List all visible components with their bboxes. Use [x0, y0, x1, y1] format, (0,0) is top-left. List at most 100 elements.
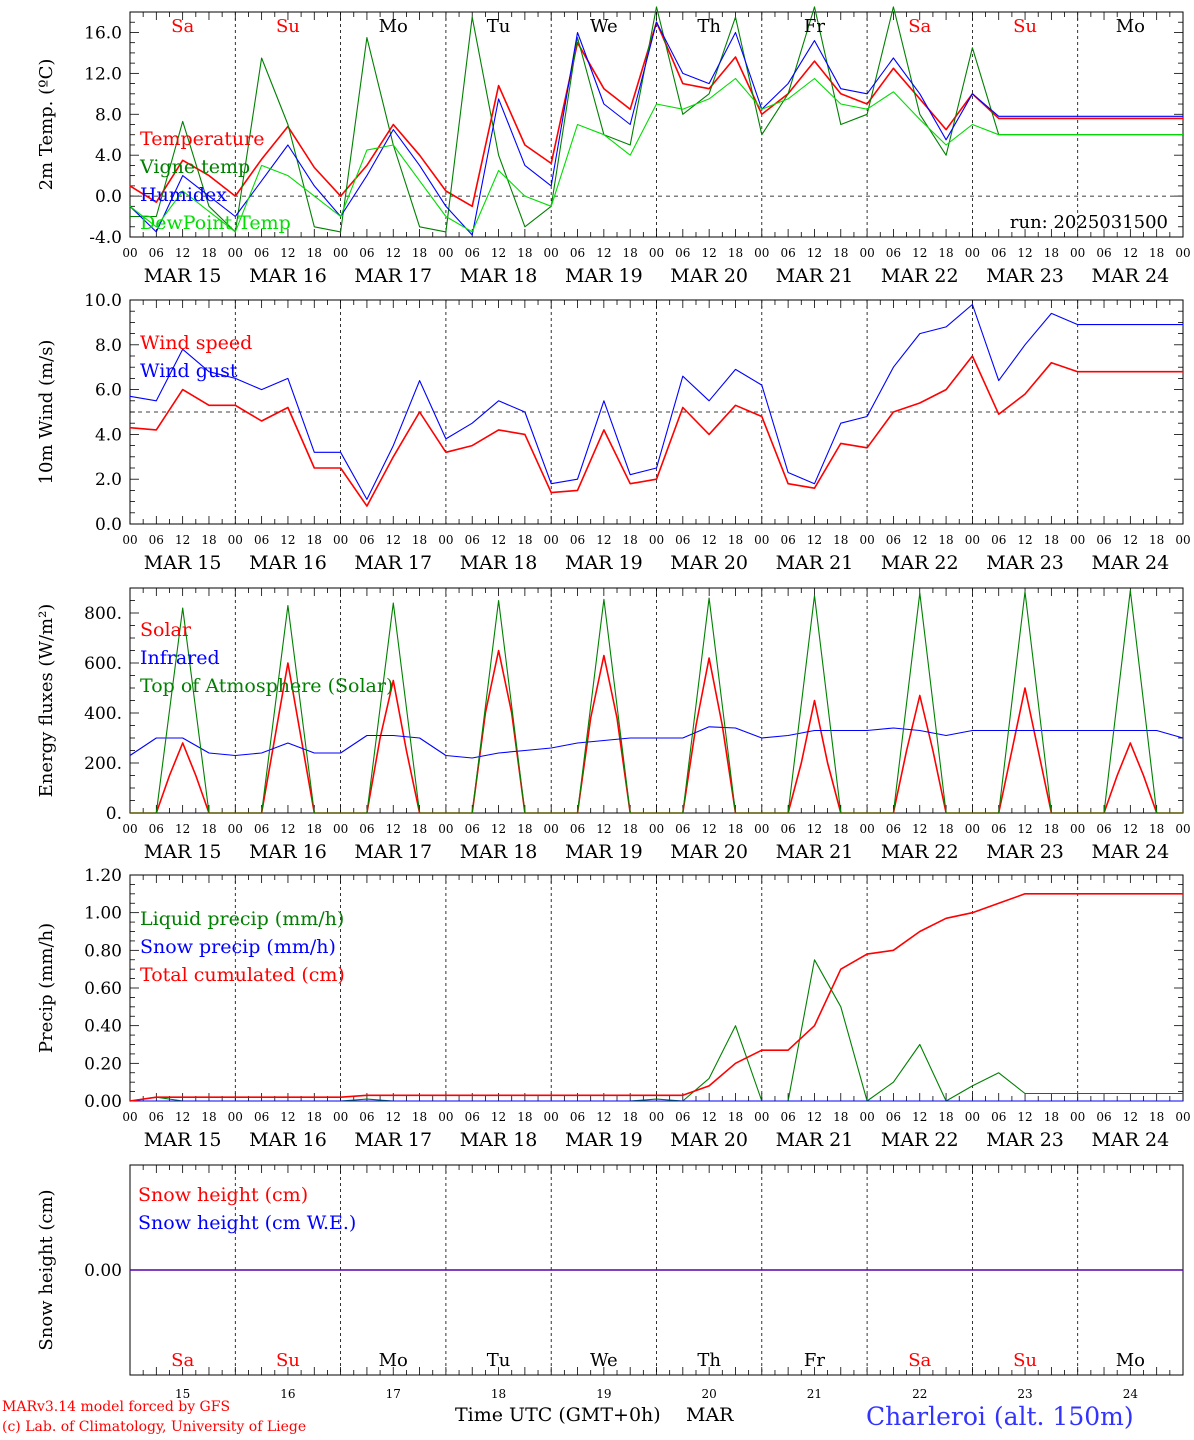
x-hour-label: 12	[702, 822, 717, 836]
x-hour-label: 18	[938, 246, 953, 260]
x-hour-label: 12	[280, 822, 295, 836]
x-date-label: MAR 17	[354, 552, 432, 574]
x-hour-label: 00	[649, 533, 664, 547]
x-hour-label: 18	[201, 533, 216, 547]
x-hour-label: 12	[1123, 246, 1138, 260]
x-hour-label: 18	[1149, 822, 1164, 836]
x-hour-label: 18	[938, 1110, 953, 1124]
x-hour-label: 00	[1175, 533, 1190, 547]
day-number-label: 16	[280, 1387, 295, 1401]
x-date-label: MAR 24	[1091, 841, 1169, 863]
day-number-label: 20	[702, 1387, 717, 1401]
x-hour-label: 12	[386, 246, 401, 260]
x-hour-label: 06	[254, 246, 269, 260]
series-line	[129, 892, 1183, 1102]
x-hour-label: 12	[1017, 533, 1032, 547]
weekday-label: We	[590, 16, 618, 37]
y-tick-label: 200.	[84, 754, 122, 774]
legend-entry: Vigne temp	[139, 156, 250, 178]
y-tick-label: 10.0	[84, 291, 122, 311]
x-hour-label: 06	[991, 1110, 1006, 1124]
x-hour-label: 00	[438, 533, 453, 547]
x-hour-label: 06	[465, 533, 480, 547]
x-hour-label: 00	[1070, 822, 1085, 836]
x-hour-label: 06	[675, 246, 690, 260]
x-hour-label: 00	[544, 822, 559, 836]
y-tick-label: 600.	[84, 654, 122, 674]
x-hour-label: 12	[1123, 533, 1138, 547]
series-line	[129, 355, 1183, 507]
x-hour-label: 06	[1096, 246, 1111, 260]
x-hour-label: 18	[307, 246, 322, 260]
x-hour-label: 00	[122, 246, 137, 260]
x-hour-label: 00	[1175, 1110, 1190, 1124]
weekday-label: Fr	[804, 16, 825, 37]
x-hour-label: 18	[728, 533, 743, 547]
x-hour-label: 12	[491, 822, 506, 836]
x-date-label: MAR 18	[460, 1129, 538, 1151]
x-hour-label: 12	[912, 246, 927, 260]
x-hour-label: 18	[1149, 533, 1164, 547]
x-hour-label: 18	[412, 822, 427, 836]
x-hour-label: 12	[702, 246, 717, 260]
legend-entry: Wind gust	[140, 360, 238, 382]
x-hour-label: 06	[991, 246, 1006, 260]
x-hour-label: 00	[649, 246, 664, 260]
x-date-label: MAR 16	[249, 265, 327, 287]
x-hour-label: 06	[991, 822, 1006, 836]
legend-entry: Humidex	[140, 184, 227, 206]
x-hour-label: 00	[754, 1110, 769, 1124]
day-number-label: 17	[386, 1387, 401, 1401]
x-hour-label: 00	[965, 533, 980, 547]
x-hour-label: 06	[1096, 1110, 1111, 1124]
x-date-label: MAR 23	[986, 552, 1064, 574]
weekday-label: Su	[276, 16, 300, 37]
x-date-label: MAR 22	[881, 552, 959, 574]
x-hour-label: 00	[649, 822, 664, 836]
x-hour-label: 18	[1044, 246, 1059, 260]
weekday-label: Sa	[171, 1350, 194, 1371]
legend-entry: Snow precip (mm/h)	[140, 936, 336, 958]
x-hour-label: 00	[122, 1110, 137, 1124]
x-date-label: MAR 20	[670, 552, 748, 574]
x-hour-label: 12	[596, 246, 611, 260]
x-hour-label: 18	[728, 822, 743, 836]
weekday-label: Su	[276, 1350, 300, 1371]
weekday-label: Su	[1013, 16, 1037, 37]
weekday-label: We	[590, 1350, 618, 1371]
x-hour-label: 00	[965, 822, 980, 836]
x-date-label: MAR 23	[986, 841, 1064, 863]
day-number-label: 21	[807, 1387, 822, 1401]
x-hour-label: 12	[807, 822, 822, 836]
weekday-label: Mo	[379, 1350, 408, 1371]
legend-entry: Snow height (cm)	[138, 1184, 308, 1206]
x-date-label: MAR 18	[460, 265, 538, 287]
x-hour-label: 00	[228, 246, 243, 260]
x-date-label: MAR 23	[986, 1129, 1064, 1151]
x-hour-label: 12	[386, 533, 401, 547]
y-tick-label: 1.00	[84, 904, 122, 924]
x-hour-label: 06	[570, 533, 585, 547]
x-hour-label: 18	[412, 1110, 427, 1124]
x-hour-label: 18	[623, 822, 638, 836]
x-date-label: MAR 20	[670, 841, 748, 863]
x-date-label: MAR 15	[144, 552, 222, 574]
x-hour-label: 18	[307, 533, 322, 547]
x-hour-label: 06	[465, 246, 480, 260]
y-tick-label: 0.20	[84, 1054, 122, 1074]
y-tick-label: 0.40	[84, 1017, 122, 1037]
y-tick-label: 0.80	[84, 941, 122, 961]
x-date-label: MAR 15	[144, 841, 222, 863]
x-date-label: MAR 19	[565, 265, 643, 287]
panel-frame	[129, 587, 1184, 814]
x-hour-label: 12	[1017, 1110, 1032, 1124]
x-date-label: MAR 22	[881, 1129, 959, 1151]
panel-frame	[129, 299, 1184, 525]
x-hour-label: 12	[702, 533, 717, 547]
x-date-label: MAR 19	[565, 1129, 643, 1151]
y-tick-label: 2.0	[95, 470, 122, 490]
x-hour-label: 00	[228, 822, 243, 836]
x-hour-label: 18	[833, 1110, 848, 1124]
x-hour-label: 12	[807, 246, 822, 260]
weekday-label: Mo	[379, 16, 408, 37]
